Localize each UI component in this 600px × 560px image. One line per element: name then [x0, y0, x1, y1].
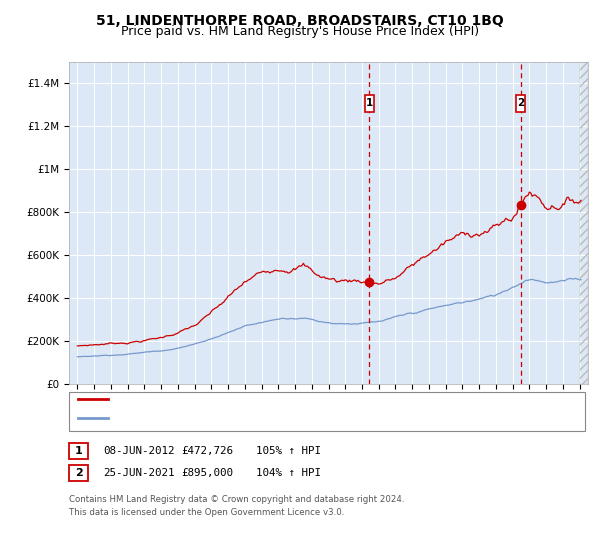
- Bar: [365, 95, 374, 112]
- Text: 1: 1: [366, 99, 373, 109]
- Text: Contains HM Land Registry data © Crown copyright and database right 2024.: Contains HM Land Registry data © Crown c…: [69, 495, 404, 504]
- Text: £472,726: £472,726: [181, 446, 233, 456]
- Text: HPI: Average price, detached house, Thanet: HPI: Average price, detached house, Than…: [114, 413, 333, 423]
- Text: This data is licensed under the Open Government Licence v3.0.: This data is licensed under the Open Gov…: [69, 508, 344, 517]
- Text: 25-JUN-2021: 25-JUN-2021: [103, 468, 175, 478]
- Text: Price paid vs. HM Land Registry's House Price Index (HPI): Price paid vs. HM Land Registry's House …: [121, 25, 479, 38]
- Text: 2: 2: [75, 468, 82, 478]
- Text: £895,000: £895,000: [181, 468, 233, 478]
- Text: 51, LINDENTHORPE ROAD, BROADSTAIRS, CT10 1BQ: 51, LINDENTHORPE ROAD, BROADSTAIRS, CT10…: [96, 14, 504, 28]
- Bar: [517, 95, 525, 112]
- Text: 104% ↑ HPI: 104% ↑ HPI: [256, 468, 321, 478]
- Text: 2: 2: [517, 99, 524, 109]
- Text: 08-JUN-2012: 08-JUN-2012: [103, 446, 175, 456]
- Text: 51, LINDENTHORPE ROAD, BROADSTAIRS, CT10 1BQ (detached house): 51, LINDENTHORPE ROAD, BROADSTAIRS, CT10…: [114, 394, 467, 404]
- Text: 1: 1: [75, 446, 82, 456]
- Text: 105% ↑ HPI: 105% ↑ HPI: [256, 446, 321, 456]
